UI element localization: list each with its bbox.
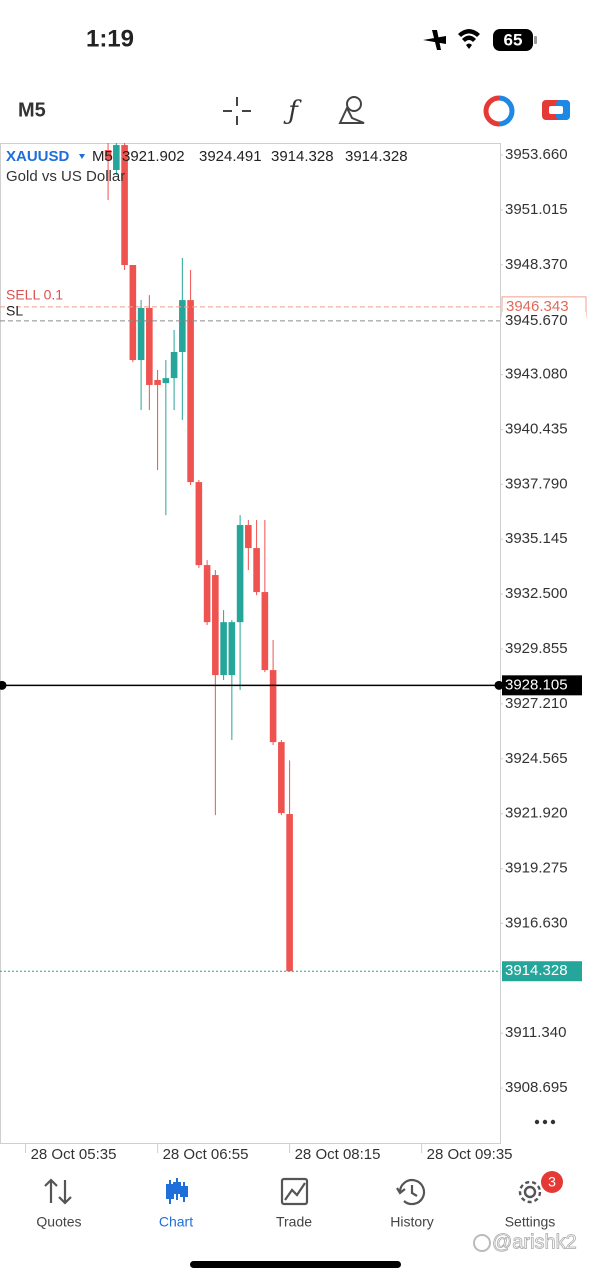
trade-icon: [280, 1177, 309, 1206]
candle-body: [146, 307, 153, 385]
y-tick-label: 3919.275: [505, 860, 568, 877]
last-low: 3914.328: [271, 148, 334, 165]
sl-price-box: [502, 311, 586, 330]
cursor-price-box: [502, 675, 582, 696]
trade-panel-button[interactable]: [542, 100, 570, 120]
watermark: @arishk2: [492, 1231, 577, 1253]
symbol-dropdown[interactable]: [79, 154, 85, 159]
y-tick-label: 3943.080: [505, 366, 568, 383]
status-time: 1:19: [86, 25, 134, 52]
y-tick-label: 3937.790: [505, 475, 568, 492]
nav-item[interactable]: Quotes: [36, 1214, 81, 1230]
quotes-icon: [44, 1178, 72, 1205]
y-tick-label: 3927.210: [505, 695, 568, 712]
y-tick-label: 3935.145: [505, 530, 568, 547]
overlay: 3953.660 3951.015 3948.370 3943.080 3940.435…: [0, 146, 587, 1163]
symbol[interactable]: XAUUSD: [6, 148, 70, 165]
candle-body: [220, 622, 227, 676]
x-tick-label: 28 Oct 08:15: [295, 1146, 381, 1163]
candle-body: [187, 300, 194, 483]
cursor-handle: [0, 680, 7, 690]
plot-frame: [0, 143, 501, 1144]
candle-body: [261, 592, 269, 671]
symbol-description: Gold vs US Dollar: [6, 168, 125, 185]
sl-price: 3945.670: [505, 312, 568, 329]
last-open: 3921.902: [122, 148, 185, 165]
settings-icon: [518, 1180, 542, 1204]
x-tick-label: 28 Oct 05:35: [31, 1146, 117, 1163]
chart-timeframe: M5: [92, 148, 113, 165]
objects-button[interactable]: [338, 96, 365, 124]
y-tick-label: 3916.630: [505, 914, 568, 931]
plot-area: [104, 143, 293, 972]
y-tick-label: 3929.855: [505, 640, 568, 657]
bottom-nav: 3 Quotes Chart Trade History Settings: [36, 1171, 563, 1230]
candle-body: [154, 379, 161, 385]
x-tick-label: 28 Oct 06:55: [163, 1146, 249, 1163]
candle-body: [212, 575, 219, 676]
chart-icon: [166, 1178, 188, 1204]
candle-body: [170, 351, 178, 379]
candle-body: [129, 265, 137, 361]
candle-body: [121, 145, 128, 266]
candle-body: [104, 150, 112, 161]
y-tick-label: 3908.695: [505, 1079, 568, 1096]
candle-body: [137, 307, 145, 361]
candle-body: [203, 565, 211, 623]
order-label: SELL 0.1: [6, 287, 63, 303]
y-tick-label: 3932.500: [505, 585, 568, 602]
watermark-icon: [473, 1234, 491, 1252]
history-icon: [396, 1179, 426, 1206]
x-tick-label: 28 Oct 09:35: [427, 1146, 513, 1163]
y-tick-label: 3911.340: [505, 1024, 566, 1041]
y-tick-label: 3948.370: [505, 256, 568, 273]
y-tick-label: 3924.565: [505, 750, 568, 767]
y-tick-label: 3940.435: [505, 420, 568, 437]
last-high: 3924.491: [199, 148, 262, 165]
more-button[interactable]: [534, 1119, 556, 1125]
candle-body: [253, 548, 260, 593]
candle-body: [245, 525, 252, 549]
nav-item[interactable]: Trade: [276, 1214, 312, 1230]
candle-body: [236, 525, 244, 623]
battery-level: 65: [504, 30, 523, 49]
candle-body: [195, 482, 203, 566]
settings-badge-bg: [541, 1171, 563, 1193]
nav-item[interactable]: History: [390, 1214, 434, 1230]
y-tick-label: 3921.920: [505, 805, 568, 822]
candle-body: [228, 622, 236, 676]
candle-body: [278, 742, 285, 814]
last-close: 3914.328: [345, 148, 408, 165]
indicators-button[interactable]: ƒ: [283, 96, 302, 126]
bid-price: 3914.328: [505, 962, 568, 979]
candle-body: [113, 145, 120, 170]
candle-body: [286, 814, 293, 972]
sl-label: SL: [6, 303, 23, 319]
candle-body: [269, 670, 277, 743]
y-tick-label: 3953.660: [505, 146, 568, 163]
nav-item[interactable]: Settings: [505, 1214, 556, 1230]
candle-body: [162, 378, 170, 384]
home-indicator: [190, 1261, 401, 1268]
cursor-handle: [494, 680, 504, 690]
timeframe-button[interactable]: M5: [18, 99, 46, 121]
cursor-price: 3928.105: [505, 676, 568, 693]
bid-price-box: [502, 961, 582, 982]
nav-item[interactable]: Chart: [159, 1214, 193, 1230]
status-icons: [423, 29, 537, 51]
order-price: 3946.343: [506, 298, 569, 315]
crosshair-button[interactable]: [223, 97, 251, 125]
settings-badge: 3: [548, 1174, 556, 1190]
y-tick-label: 3951.015: [505, 201, 568, 218]
candle-body: [179, 300, 186, 352]
one-click-trading-button[interactable]: [483, 95, 515, 127]
